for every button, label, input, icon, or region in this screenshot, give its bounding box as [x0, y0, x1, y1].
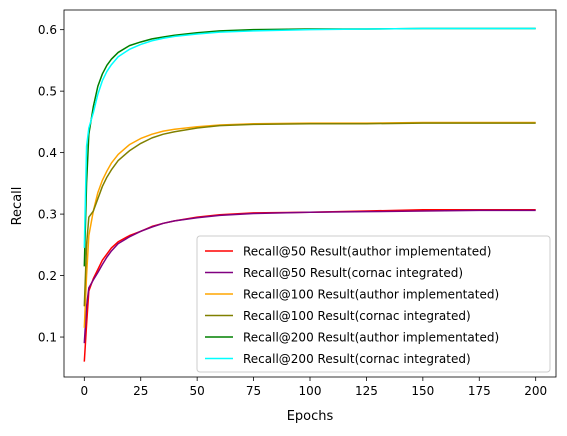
x-tick-label: 175 — [468, 384, 491, 398]
plot-area — [83, 27, 536, 362]
y-axis-label: Recall — [10, 187, 25, 226]
legend-box — [196, 235, 551, 373]
axes: 0 25 50 75 100 125 150 175 200 0.1 0.2 0.3 0.4 0.5 0.6 — [38, 9, 557, 398]
x-axis-label: Epochs — [287, 409, 334, 424]
y-tick-label: 0.2 — [38, 269, 57, 283]
x-tick-label: 150 — [411, 384, 434, 398]
legend-entry-6: Recall@200 Result(cornac integrated) — [243, 352, 471, 366]
x-tick-label: 0 — [80, 384, 88, 398]
x-tick-label: 125 — [355, 384, 378, 398]
legend-entry-4: Recall@100 Result(cornac integrated) — [243, 309, 471, 323]
x-tick-label: 75 — [246, 384, 261, 398]
series-line-4 — [83, 122, 536, 307]
x-tick-label: 25 — [133, 384, 148, 398]
y-tick-label: 0.6 — [38, 23, 57, 37]
y-tick-label: 0.5 — [38, 85, 57, 99]
series-line-6 — [83, 27, 536, 248]
y-tick-label: 0.4 — [38, 146, 57, 160]
legend: Recall@50 Result(author implementated) Re… — [196, 235, 551, 373]
legend-entry-1: Recall@50 Result(author implementated) — [243, 245, 491, 259]
x-tick-label: 50 — [190, 384, 205, 398]
series-line-2 — [83, 209, 536, 344]
series-line-5 — [83, 27, 536, 267]
legend-entry-3: Recall@100 Result(author implementated) — [243, 288, 499, 302]
legend-entry-5: Recall@200 Result(author implementated) — [243, 331, 499, 345]
x-tick-label: 200 — [524, 384, 547, 398]
y-tick-label: 0.3 — [38, 208, 57, 222]
x-tick-label: 100 — [299, 384, 322, 398]
legend-entry-2: Recall@50 Result(cornac integrated) — [243, 266, 463, 280]
y-tick-label: 0.1 — [38, 331, 57, 345]
